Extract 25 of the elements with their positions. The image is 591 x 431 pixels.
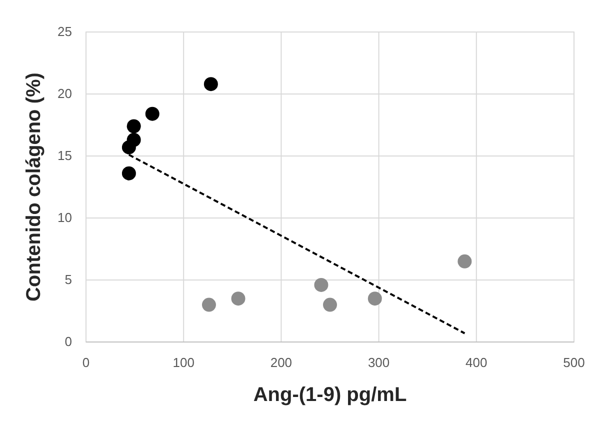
y-tick-label: 15 [58, 148, 72, 163]
point [231, 292, 246, 306]
x-tick-label: 500 [563, 355, 585, 370]
point [202, 298, 216, 312]
y-tick-label: 25 [58, 24, 72, 39]
point [122, 166, 136, 180]
x-tick-label: 100 [172, 355, 194, 370]
x-tick-label: 400 [466, 355, 488, 370]
point [126, 119, 141, 134]
x-axis-title: Ang-(1-9) pg/mL [253, 384, 407, 406]
x-tick-label: 0 [82, 355, 90, 370]
x-tick-label: 300 [368, 355, 390, 370]
point [323, 298, 337, 312]
point [204, 77, 218, 92]
y-tick-label: 20 [58, 86, 72, 101]
y-tick-label: 0 [64, 334, 72, 349]
y-axis-title: Contenido colágeno (%) [23, 72, 45, 302]
x-tick-label: 200 [270, 355, 292, 370]
y-tick-label: 5 [64, 272, 72, 287]
point [368, 292, 382, 306]
point [145, 106, 160, 121]
y-tick-label: 10 [58, 210, 72, 225]
point [314, 278, 328, 292]
point [458, 254, 472, 268]
point [126, 132, 141, 147]
